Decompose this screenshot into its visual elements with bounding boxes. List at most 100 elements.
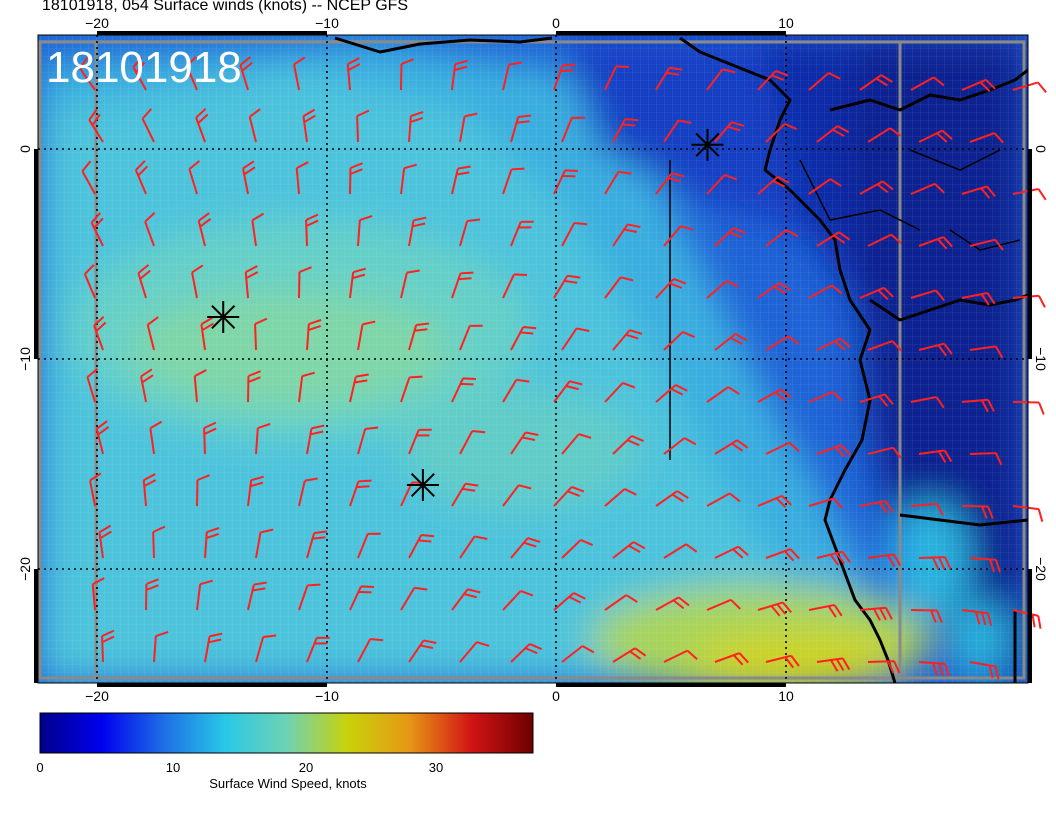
wind-barb xyxy=(867,233,902,247)
wind-barb xyxy=(816,657,851,672)
wind-barb xyxy=(1012,505,1044,522)
wind-barb xyxy=(663,119,692,143)
wind-barb xyxy=(961,398,995,413)
wind-barb xyxy=(969,557,1002,573)
wind-barb xyxy=(714,545,749,559)
wind-barb xyxy=(255,422,271,455)
wind-barb xyxy=(502,484,532,507)
wind-barbs xyxy=(79,56,1047,680)
wind-barb xyxy=(969,132,1004,144)
wind-barb xyxy=(247,370,261,403)
wind-barb xyxy=(757,388,792,403)
wind-barb xyxy=(502,61,522,91)
lon-tick-top-2: −10 xyxy=(315,15,339,31)
lon-tick-top-4: 10 xyxy=(778,15,794,31)
wind-barb xyxy=(612,223,641,247)
wind-barb xyxy=(604,382,636,403)
wind-barb xyxy=(961,505,994,519)
wind-barb xyxy=(1012,294,1046,308)
lat-tick-right-1: 0 xyxy=(1033,145,1049,153)
wind-barb xyxy=(305,213,319,247)
wind-barb xyxy=(663,649,698,663)
wind-barb xyxy=(918,129,953,143)
wind-barb xyxy=(816,231,851,247)
wind-barb xyxy=(137,264,151,299)
coastline xyxy=(334,36,1028,683)
wind-barb xyxy=(510,220,534,247)
wind-barb xyxy=(859,606,893,621)
wind-barb xyxy=(612,118,639,143)
wind-barb xyxy=(561,222,588,247)
wind-barb xyxy=(655,66,683,91)
wind-barb xyxy=(561,116,585,143)
wind-barb xyxy=(349,267,366,299)
lat-tick-right-3: −20 xyxy=(1033,557,1049,581)
wind-barb xyxy=(459,430,486,455)
wind-barb xyxy=(298,371,315,403)
wind-barb xyxy=(142,473,157,507)
colorbar-tick-0: 0 xyxy=(36,760,44,775)
date-stamp: 18101918 xyxy=(46,43,242,92)
wind-barb xyxy=(81,160,96,195)
wind-barb xyxy=(663,437,697,455)
wind-barb xyxy=(808,390,843,403)
wind-barb xyxy=(144,212,156,247)
wind-barb xyxy=(612,329,643,351)
wind-barb xyxy=(502,378,530,403)
wind-barb xyxy=(502,167,525,195)
wind-barb xyxy=(459,218,481,247)
colorbar-tick-10: 10 xyxy=(165,760,181,775)
colorbar-title: Surface Wind Speed, knots xyxy=(209,776,367,791)
wind-barb xyxy=(757,70,789,91)
wind-barb xyxy=(254,317,268,351)
wind-barb xyxy=(191,264,204,299)
wind-barb xyxy=(203,421,217,455)
wind-barb xyxy=(612,435,645,455)
wind-barb xyxy=(706,280,739,299)
wind-barb xyxy=(969,345,1004,359)
wind-barb xyxy=(808,178,842,195)
wind-barb xyxy=(765,654,800,669)
wind-barb xyxy=(859,500,894,514)
wind-barb xyxy=(765,123,798,143)
wind-barb xyxy=(561,327,590,351)
wind-barb xyxy=(357,426,379,455)
lat-tick-left-1: 0 xyxy=(17,145,33,153)
wind-barb xyxy=(204,526,220,559)
wind-barb xyxy=(408,639,437,663)
wind-barb xyxy=(655,490,689,507)
wind-barb xyxy=(604,170,632,195)
wind-barb xyxy=(714,439,749,455)
wind-barb xyxy=(816,444,851,458)
wind-barb xyxy=(910,396,945,409)
wind-barb xyxy=(408,534,435,559)
wind-barb xyxy=(400,58,414,91)
wind-barb xyxy=(561,539,594,559)
wind-barb xyxy=(145,578,159,611)
wind-barb xyxy=(83,264,96,299)
wind-barb xyxy=(561,433,592,455)
wind-barb xyxy=(101,629,115,663)
wind-barb xyxy=(510,537,541,559)
wind-barb xyxy=(706,68,736,91)
wind-barb xyxy=(408,428,432,455)
wind-barb xyxy=(459,324,483,351)
lon-tick-bottom-2: −10 xyxy=(315,688,339,704)
wind-barb xyxy=(859,393,894,407)
wind-barb xyxy=(451,377,477,403)
wind-barb xyxy=(969,452,1003,466)
wind-barb xyxy=(95,420,110,455)
wind-barb xyxy=(1012,401,1045,415)
wind-barb xyxy=(251,212,265,247)
wind-barb xyxy=(298,266,312,299)
wind-barb xyxy=(706,386,740,403)
wind-barb xyxy=(346,57,361,91)
lon-tick-bottom-4: 10 xyxy=(778,688,794,704)
wind-barb xyxy=(612,647,647,663)
wind-barb xyxy=(357,532,381,559)
star-marker-2 xyxy=(406,469,439,501)
wind-barb xyxy=(149,420,163,455)
wind-barb xyxy=(244,265,259,299)
wind-barb xyxy=(757,601,792,617)
wind-barb xyxy=(408,110,424,143)
